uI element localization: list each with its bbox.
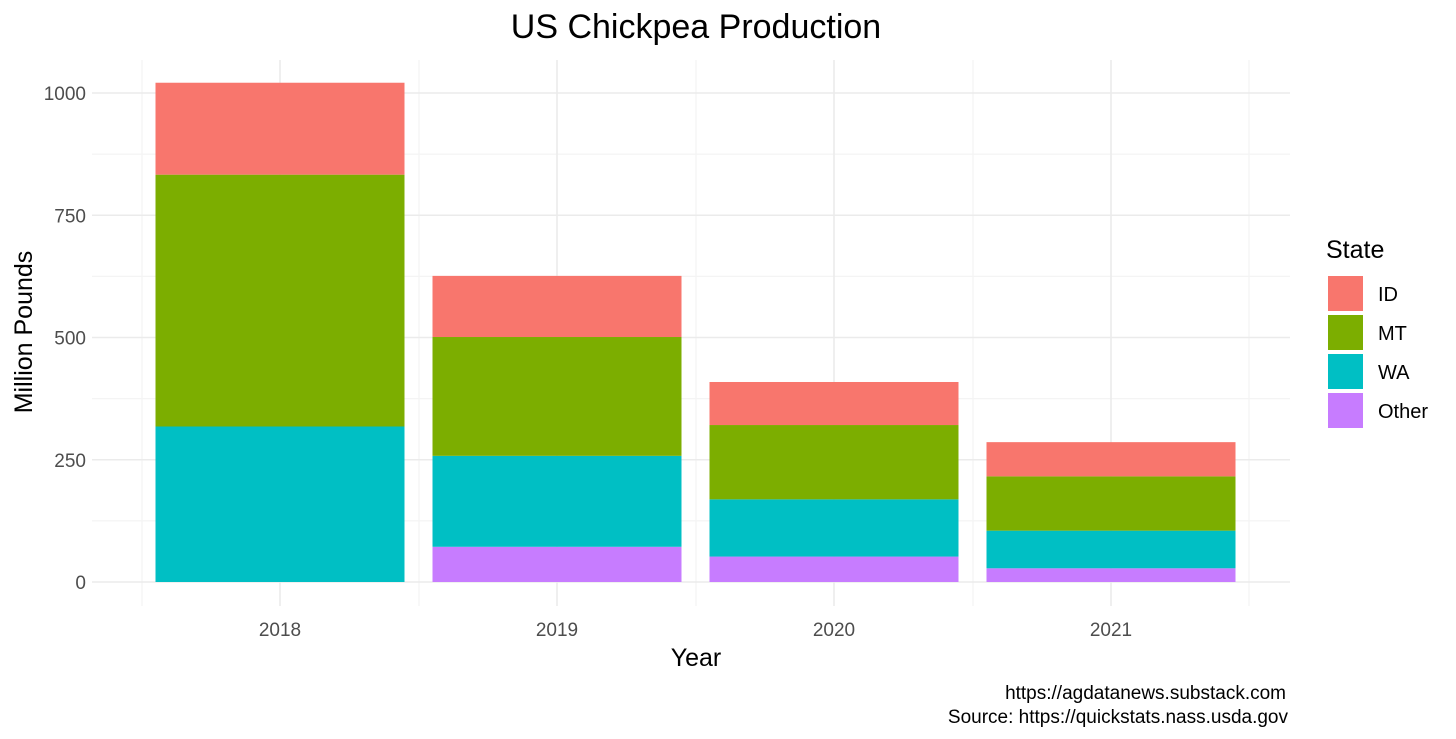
bar-wa-2020 [709, 499, 959, 557]
y-axis-title: Million Pounds [10, 251, 38, 414]
x-tick-label: 2018 [259, 620, 301, 641]
bar-mt-2021 [986, 476, 1236, 531]
legend-swatch-mt [1328, 315, 1363, 350]
x-tick-label: 2020 [813, 620, 855, 641]
bar-wa-2021 [986, 530, 1236, 569]
chart-title: US Chickpea Production [511, 8, 881, 46]
bar-mt-2018 [155, 174, 405, 427]
legend-swatch-id [1328, 276, 1363, 311]
legend: State ID MT WA Other [1326, 236, 1428, 428]
y-tick-label: 750 [54, 206, 86, 227]
legend-title: State [1326, 236, 1384, 264]
bar-mt-2020 [709, 425, 959, 500]
bar-other-2020 [709, 556, 959, 582]
y-axis-ticks: 0 250 500 750 1000 [44, 84, 86, 594]
legend-label-other: Other [1378, 401, 1428, 423]
x-tick-label: 2019 [536, 620, 578, 641]
bar-id-2020 [709, 381, 959, 426]
legend-label-id: ID [1378, 284, 1398, 306]
legend-swatch-wa [1328, 354, 1363, 389]
bar-other-2019 [432, 546, 682, 582]
caption-source: Source: https://quickstats.nass.usda.gov [948, 707, 1289, 728]
legend-label-mt: MT [1378, 323, 1407, 345]
bar-id-2021 [986, 442, 1236, 477]
y-tick-label: 250 [54, 451, 86, 472]
y-tick-label: 1000 [44, 84, 86, 105]
bar-id-2018 [155, 82, 405, 175]
bar-other-2021 [986, 568, 1236, 582]
y-tick-label: 500 [54, 329, 86, 350]
bar-mt-2019 [432, 337, 682, 456]
caption-url: https://agdatanews.substack.com [1005, 683, 1286, 704]
bar-id-2019 [432, 275, 682, 338]
x-tick-label: 2021 [1090, 620, 1132, 641]
x-axis-ticks: 2018 2019 2020 2021 [259, 620, 1132, 641]
bar-wa-2018 [155, 426, 405, 582]
legend-label-wa: WA [1378, 362, 1410, 384]
bar-wa-2019 [432, 455, 682, 547]
x-axis-title: Year [671, 644, 722, 672]
legend-swatch-other [1328, 393, 1363, 428]
bars [155, 82, 1236, 582]
y-tick-label: 0 [75, 573, 86, 594]
